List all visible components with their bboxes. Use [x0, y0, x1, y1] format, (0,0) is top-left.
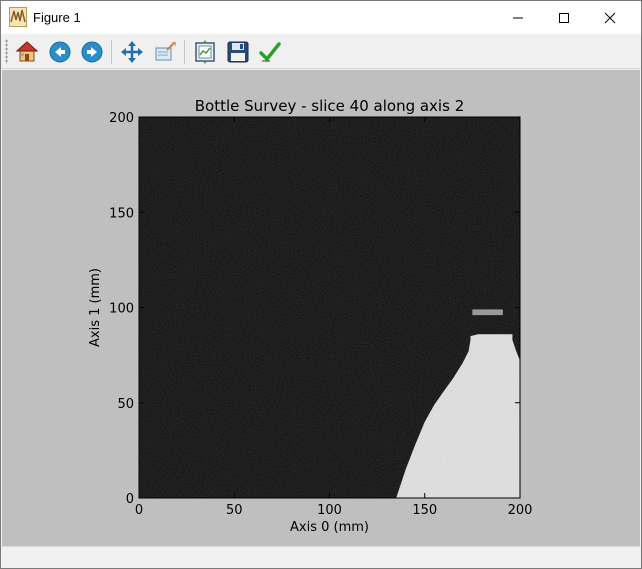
plot-area[interactable]: 0 50 100 150 200 0 50 100 150 200 Bottle Survey -… — [2, 70, 640, 546]
minimize-button[interactable] — [495, 1, 541, 34]
x-axis-label: Axis 0 (mm) — [290, 520, 369, 535]
window-title: Figure 1 — [33, 10, 81, 25]
close-button[interactable] — [587, 1, 633, 34]
x-tick-label: 150 — [412, 503, 437, 518]
navigation-toolbar — [1, 34, 641, 69]
home-button[interactable] — [13, 38, 41, 66]
back-arrow-icon — [49, 41, 71, 63]
toolbar-separator — [184, 40, 185, 64]
x-tick-label: 50 — [226, 503, 243, 518]
bottle-texture — [396, 334, 520, 498]
axes: 0 50 100 150 200 0 50 100 150 200 — [109, 111, 532, 518]
chart-title: Bottle Survey - slice 40 along axis 2 — [195, 97, 464, 115]
home-icon — [15, 41, 39, 62]
image-slice — [139, 117, 520, 498]
maximize-button[interactable] — [541, 1, 587, 34]
zoom-button[interactable] — [151, 38, 179, 66]
subplots-button[interactable] — [191, 38, 219, 66]
x-tick-label: 0 — [135, 503, 143, 518]
toolbar-grip[interactable] — [5, 39, 8, 64]
status-bar — [1, 546, 641, 568]
forward-arrow-icon — [81, 41, 103, 63]
x-tick-label: 200 — [508, 503, 533, 518]
checkmark-icon — [259, 42, 281, 62]
y-tick-label: 0 — [126, 492, 134, 507]
bottle-cap-band — [472, 309, 503, 316]
zoom-rect-icon — [155, 42, 176, 61]
subplots-config-icon — [195, 40, 215, 64]
figure-canvas[interactable]: 0 50 100 150 200 0 50 100 150 200 Bottle Survey -… — [2, 70, 640, 546]
close-icon — [604, 12, 616, 23]
minimize-icon — [513, 17, 523, 18]
forward-button[interactable] — [78, 38, 106, 66]
x-tick-label: 100 — [317, 503, 342, 518]
pan-button[interactable] — [118, 38, 146, 66]
y-tick-label: 150 — [109, 206, 134, 221]
back-button[interactable] — [46, 38, 74, 66]
y-tick-label: 200 — [109, 111, 134, 126]
y-axis-label: Axis 1 (mm) — [88, 268, 103, 347]
save-button[interactable] — [224, 38, 252, 66]
y-tick-label: 50 — [117, 397, 134, 412]
title-bar[interactable]: Figure 1 — [1, 1, 641, 34]
edit-axes-button[interactable] — [256, 38, 284, 66]
save-floppy-icon — [227, 41, 249, 63]
maximize-icon — [559, 12, 569, 23]
pan-move-icon — [121, 41, 143, 63]
figure-app-icon — [9, 7, 27, 27]
toolbar-separator — [111, 40, 112, 64]
y-tick-label: 100 — [109, 302, 134, 317]
